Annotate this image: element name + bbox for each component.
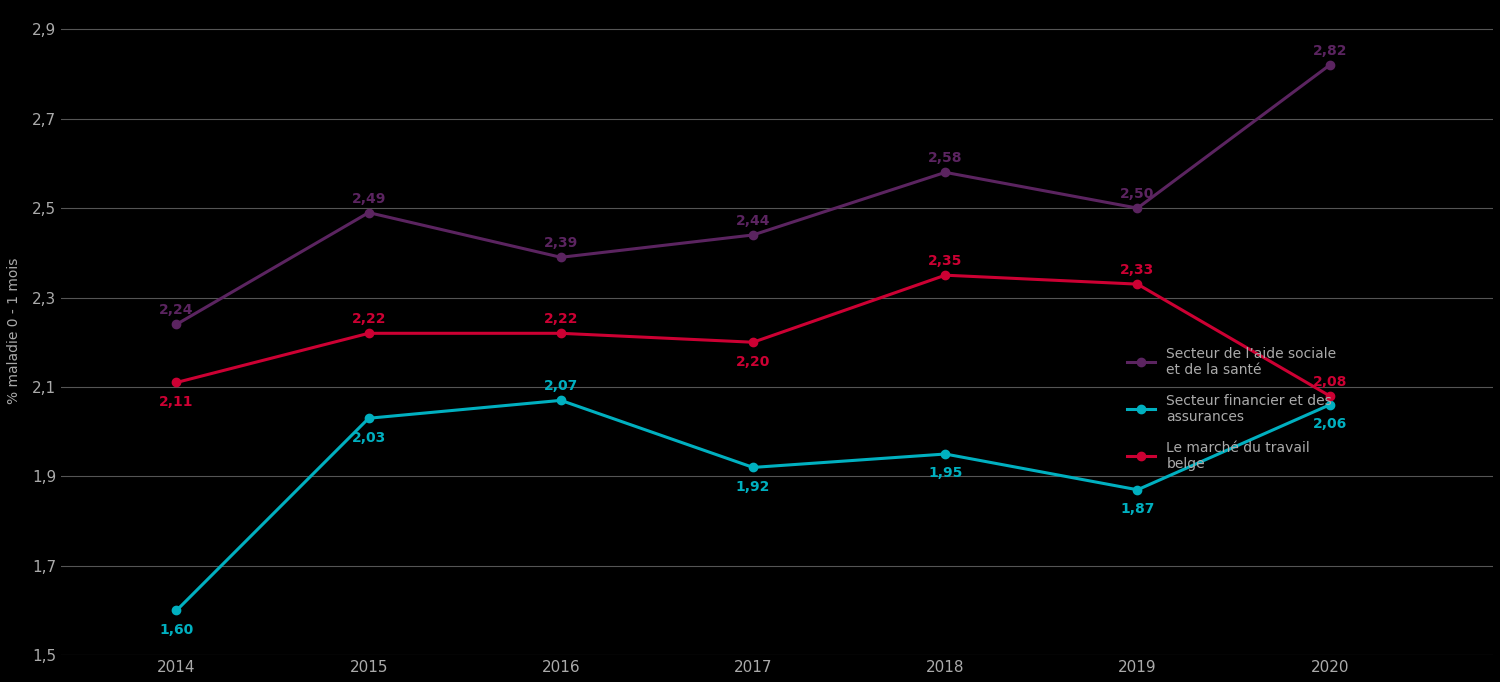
Secteur de l’aide sociale
et de la santé <box>360 209 378 217</box>
Legend: Secteur de l’aide sociale
et de la santé, Secteur financier et des
assurances, L: Secteur de l’aide sociale et de la santé… <box>1120 340 1344 478</box>
Text: 2,22: 2,22 <box>351 312 386 327</box>
Le marché du travail
belge <box>744 338 762 346</box>
Secteur financier et des
assurances <box>360 414 378 422</box>
Secteur de l’aide sociale
et de la santé <box>1320 61 1338 69</box>
Text: 2,24: 2,24 <box>159 303 194 318</box>
Text: 2,06: 2,06 <box>1312 417 1347 431</box>
Text: 2,08: 2,08 <box>1312 375 1347 389</box>
Line: Secteur financier et des
assurances: Secteur financier et des assurances <box>172 396 1334 614</box>
Text: 1,92: 1,92 <box>736 480 771 494</box>
Text: 1,87: 1,87 <box>1120 502 1155 516</box>
Text: 2,50: 2,50 <box>1120 188 1155 201</box>
Le marché du travail
belge <box>936 271 954 279</box>
Text: 2,39: 2,39 <box>544 237 578 250</box>
Text: 2,82: 2,82 <box>1312 44 1347 58</box>
Secteur de l’aide sociale
et de la santé <box>744 231 762 239</box>
Text: 1,95: 1,95 <box>928 466 963 480</box>
Text: 2,03: 2,03 <box>351 431 386 445</box>
Secteur de l’aide sociale
et de la santé <box>1128 204 1146 212</box>
Le marché du travail
belge <box>168 379 186 387</box>
Text: 2,33: 2,33 <box>1120 263 1155 278</box>
Text: 2,49: 2,49 <box>351 192 386 206</box>
Text: 2,11: 2,11 <box>159 395 194 409</box>
Secteur financier et des
assurances <box>744 463 762 471</box>
Secteur de l’aide sociale
et de la santé <box>168 321 186 329</box>
Line: Le marché du travail
belge: Le marché du travail belge <box>172 271 1334 400</box>
Secteur financier et des
assurances <box>936 450 954 458</box>
Text: 2,07: 2,07 <box>544 379 578 394</box>
Text: 2,22: 2,22 <box>543 312 578 327</box>
Secteur de l’aide sociale
et de la santé <box>552 253 570 261</box>
Secteur financier et des
assurances <box>168 606 186 614</box>
Text: 2,35: 2,35 <box>928 254 963 268</box>
Y-axis label: % maladie 0 - 1 mois: % maladie 0 - 1 mois <box>8 258 21 404</box>
Secteur financier et des
assurances <box>1128 486 1146 494</box>
Text: 2,58: 2,58 <box>928 151 963 166</box>
Text: 2,44: 2,44 <box>736 214 771 228</box>
Secteur de l’aide sociale
et de la santé <box>936 168 954 177</box>
Line: Secteur de l’aide sociale
et de la santé: Secteur de l’aide sociale et de la santé <box>172 61 1334 329</box>
Secteur financier et des
assurances <box>552 396 570 404</box>
Le marché du travail
belge <box>1320 391 1338 400</box>
Le marché du travail
belge <box>552 329 570 338</box>
Text: 1,60: 1,60 <box>159 623 194 637</box>
Text: 2,20: 2,20 <box>736 355 771 369</box>
Secteur financier et des
assurances <box>1320 401 1338 409</box>
Le marché du travail
belge <box>360 329 378 338</box>
Le marché du travail
belge <box>1128 280 1146 288</box>
